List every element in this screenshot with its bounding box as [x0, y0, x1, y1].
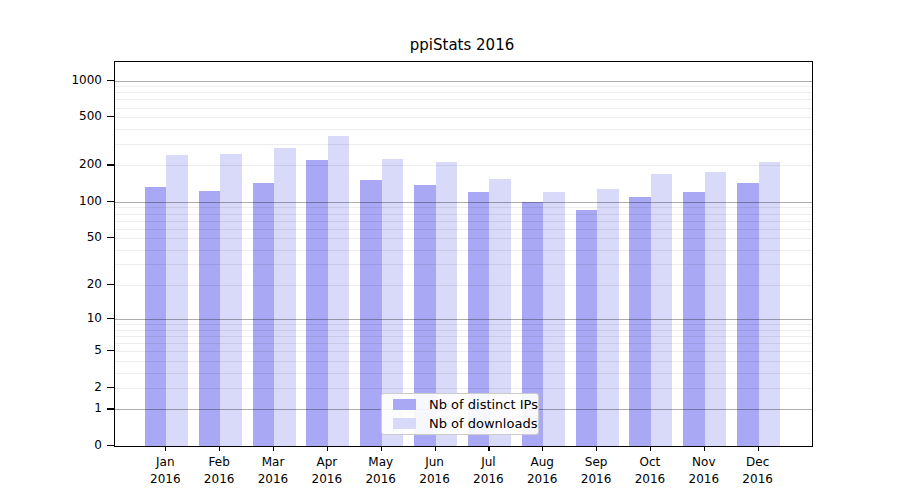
- legend-swatch-downloads: [393, 418, 416, 429]
- x-tick-mark-oct: [650, 446, 651, 451]
- gridline-1000: [115, 81, 812, 82]
- y-tick-mark-5: [107, 350, 114, 351]
- y-tick-mark-2: [107, 387, 114, 388]
- x-tick-label-sep: Sep2016: [568, 454, 624, 488]
- legend-item-downloads: Nb of downloads: [390, 414, 530, 433]
- y-tick-mark-20: [107, 284, 114, 285]
- gridline-800: [115, 92, 812, 93]
- gridline-900: [115, 86, 812, 87]
- y-tick-mark-100: [107, 201, 114, 202]
- x-tick-mark-jun: [435, 446, 436, 451]
- x-tick-label-feb: Feb2016: [191, 454, 247, 488]
- legend-label-ips: Nb of distinct IPs: [429, 397, 538, 412]
- y-tick-label-20: 20: [54, 276, 102, 292]
- gridline-700: [115, 99, 812, 100]
- x-tick-label-may: May2016: [353, 454, 409, 488]
- y-tick-label-1000: 1000: [54, 72, 102, 88]
- x-tick-mark-aug: [542, 446, 543, 451]
- x-tick-mark-jan: [165, 446, 166, 451]
- y-tick-label-50: 50: [54, 229, 102, 245]
- bar-downloads-apr: [328, 136, 350, 446]
- bar-ips-jan: [145, 187, 167, 446]
- y-tick-mark-10: [107, 318, 114, 319]
- bar-downloads-oct: [651, 174, 673, 446]
- bar-ips-feb: [199, 191, 221, 446]
- bar-ips-may: [360, 180, 382, 446]
- y-tick-label-500: 500: [54, 108, 102, 124]
- bar-ips-mar: [253, 183, 275, 446]
- bar-downloads-sep: [597, 189, 619, 446]
- x-tick-label-jun: Jun2016: [407, 454, 463, 488]
- y-tick-label-2: 2: [54, 379, 102, 395]
- bar-downloads-mar: [274, 148, 296, 446]
- bar-downloads-jan: [166, 155, 188, 446]
- x-tick-mark-sep: [596, 446, 597, 451]
- bar-downloads-feb: [220, 154, 242, 446]
- bar-ips-oct: [629, 197, 651, 446]
- legend-label-downloads: Nb of downloads: [429, 416, 537, 431]
- bar-ips-dec: [737, 183, 759, 446]
- gridline-300: [115, 144, 812, 145]
- gridline-500: [115, 117, 812, 118]
- y-tick-label-200: 200: [54, 156, 102, 172]
- legend-item-ips: Nb of distinct IPs: [390, 395, 530, 414]
- x-tick-mark-jul: [488, 446, 489, 451]
- x-tick-label-jan: Jan2016: [137, 454, 193, 488]
- y-tick-label-10: 10: [54, 310, 102, 326]
- y-tick-mark-500: [107, 116, 114, 117]
- x-tick-mark-apr: [327, 446, 328, 451]
- chart-title: ppiStats 2016: [410, 36, 514, 54]
- x-tick-label-jul: Jul2016: [460, 454, 516, 488]
- bar-downloads-aug: [543, 192, 565, 446]
- x-tick-mark-mar: [273, 446, 274, 451]
- plot-area: Nb of distinct IPsNb of downloads: [114, 61, 813, 447]
- bar-ips-apr: [306, 160, 328, 446]
- y-tick-label-0: 0: [54, 437, 102, 453]
- x-tick-label-mar: Mar2016: [245, 454, 301, 488]
- legend-swatch-ips: [393, 399, 416, 410]
- gridline-600: [115, 108, 812, 109]
- x-tick-mark-feb: [219, 446, 220, 451]
- x-tick-mark-nov: [704, 446, 705, 451]
- x-tick-label-apr: Apr2016: [299, 454, 355, 488]
- bar-downloads-nov: [705, 172, 727, 446]
- y-tick-label-1: 1: [54, 400, 102, 416]
- y-tick-mark-0: [107, 445, 114, 446]
- y-tick-mark-200: [107, 164, 114, 165]
- y-tick-label-100: 100: [54, 193, 102, 209]
- x-tick-mark-dec: [758, 446, 759, 451]
- x-tick-label-aug: Aug2016: [514, 454, 570, 488]
- gridline-400: [115, 129, 812, 130]
- bar-ips-sep: [576, 210, 598, 446]
- y-tick-mark-1: [107, 408, 114, 409]
- bar-ips-nov: [683, 192, 705, 446]
- figure: ppiStats 2016 Nb of distinct IPsNb of do…: [0, 0, 900, 500]
- y-tick-mark-1000: [107, 80, 114, 81]
- x-tick-label-nov: Nov2016: [676, 454, 732, 488]
- bar-downloads-dec: [759, 162, 781, 446]
- legend: Nb of distinct IPsNb of downloads: [381, 393, 539, 435]
- y-tick-label-5: 5: [54, 342, 102, 358]
- x-tick-label-dec: Dec2016: [730, 454, 786, 488]
- y-tick-mark-50: [107, 237, 114, 238]
- x-tick-mark-may: [381, 446, 382, 451]
- x-tick-label-oct: Oct2016: [622, 454, 678, 488]
